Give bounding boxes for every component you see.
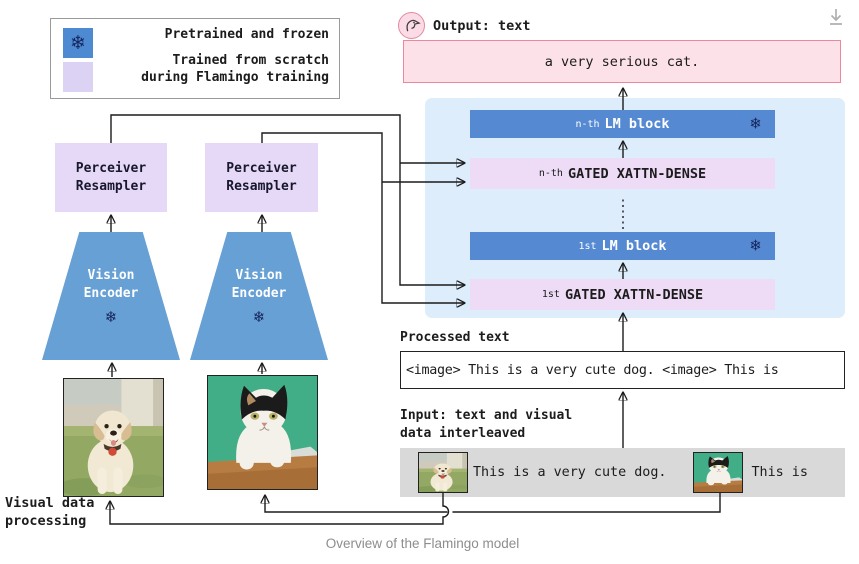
legend-text: Pretrained and frozen Trained from scrat… <box>97 26 329 86</box>
input-sequence-box: This is a very cute dog. This is <box>400 448 845 497</box>
perceiver-label-line1: Perceiver <box>226 160 297 176</box>
processed-text-label: Processed text <box>400 330 510 345</box>
figure-caption: Overview of the Flamingo model <box>325 536 520 551</box>
snowflake-icon: ❄ <box>104 308 118 326</box>
xattn-block-1st: 1st GATED XATTN-DENSE <box>470 279 775 310</box>
output-label: Output: text <box>433 18 531 34</box>
perceiver-resampler-2: Perceiver Resampler <box>205 143 318 212</box>
visual-data-processing-label: Visual data processing <box>5 494 94 530</box>
input-text-segment2: This is <box>751 465 808 480</box>
legend-box: ❄ Pretrained and frozen Trained from scr… <box>50 18 340 99</box>
dog-image-large <box>63 378 164 497</box>
perceiver-label-line1: Perceiver <box>75 160 147 176</box>
perceiver-label-line2: Resampler <box>75 178 147 194</box>
perceiver-resampler-1: Perceiver Resampler <box>55 143 167 212</box>
legend-trained-label-line2: during Flamingo training <box>141 70 329 85</box>
lm-block-1st-name: LM block <box>601 238 667 254</box>
cat-image-small <box>693 452 744 493</box>
processed-text-box: <image> This is a very cute dog. <image>… <box>400 351 845 389</box>
lm-block-nth-name: LM block <box>604 116 670 132</box>
legend-frozen-label: Pretrained and frozen <box>164 27 329 42</box>
vision-encoder-2: Vision Encoder ❄ <box>190 232 328 360</box>
legend-trained-label-line1: Trained from scratch <box>172 53 329 68</box>
flamingo-icon <box>398 12 425 39</box>
vision-encoder-1: Vision Encoder ❄ <box>42 232 180 360</box>
output-text-box: a very serious cat. <box>403 40 841 83</box>
input-label-line2: data interleaved <box>400 426 526 441</box>
snowflake-icon: ❄ <box>749 236 762 255</box>
snowflake-icon: ❄ <box>70 31 86 54</box>
xattn-block-1st-name: GATED XATTN-DENSE <box>564 286 704 303</box>
cat-image-large <box>207 375 318 490</box>
lm-block-nth: n-th LM block ❄ <box>470 110 775 138</box>
encoder-label-line1: Vision <box>235 268 283 283</box>
xattn-block-nth-prefix: n-th <box>538 168 563 179</box>
lm-block-1st-prefix: 1st <box>578 240 597 252</box>
lm-block-1st: 1st LM block ❄ <box>470 232 775 260</box>
snowflake-icon: ❄ <box>252 308 266 326</box>
perceiver-label-line2: Resampler <box>226 178 297 194</box>
vdp-label-line1: Visual data <box>5 495 95 511</box>
input-label: Input: text and visual data interleaved <box>400 407 572 443</box>
dog-image-small <box>418 452 468 493</box>
xattn-block-nth-name: GATED XATTN-DENSE <box>567 165 707 182</box>
trained-swatch <box>63 62 93 92</box>
frozen-swatch: ❄ <box>63 28 93 58</box>
encoder-label-line2: Encoder <box>83 286 139 301</box>
snowflake-icon: ❄ <box>749 114 762 133</box>
input-text-segment1: This is a very cute dog. <box>473 465 667 480</box>
download-icon[interactable] <box>826 6 846 33</box>
vdp-label-line2: processing <box>5 513 87 529</box>
output-text: a very serious cat. <box>544 53 700 70</box>
xattn-block-nth: n-th GATED XATTN-DENSE <box>470 158 775 189</box>
encoder-label-line2: Encoder <box>231 286 287 301</box>
encoder-label-line1: Vision <box>87 268 135 283</box>
lm-block-nth-prefix: n-th <box>575 118 600 130</box>
input-label-line1: Input: text and visual <box>400 408 573 423</box>
xattn-block-1st-prefix: 1st <box>541 289 560 300</box>
processed-text-value: <image> This is a very cute dog. <image>… <box>406 362 779 378</box>
